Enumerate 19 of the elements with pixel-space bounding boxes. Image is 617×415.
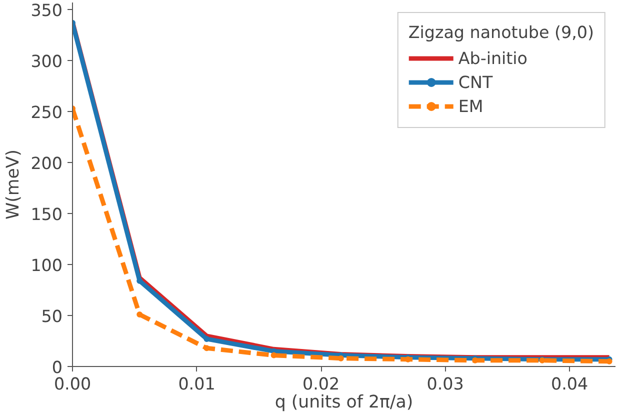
x-tick-label: 0.03 — [426, 374, 464, 394]
y-tick-label: 50 — [41, 307, 63, 326]
y-tick-label: 100 — [30, 256, 63, 276]
x-tick-label: 0.04 — [550, 374, 588, 394]
legend-title: Zigzag nanotube (9,0) — [408, 23, 594, 42]
y-tick-label: 250 — [30, 103, 63, 122]
y-tick-label: 150 — [30, 205, 63, 224]
y-tick-label: 300 — [30, 52, 63, 72]
x-tick-label: 0.01 — [178, 374, 216, 394]
y-tick-label: 350 — [30, 1, 63, 20]
y-axis-title: W(meV) — [4, 149, 24, 220]
x-tick-label: 0.02 — [302, 374, 340, 394]
legend-label: CNT — [458, 72, 493, 93]
y-tick-label: 200 — [30, 154, 63, 174]
y-tick-label: 0 — [52, 358, 63, 377]
x-axis-title: q (units of 2π/a) — [274, 392, 414, 412]
legend-label: Ab-initio — [458, 48, 528, 69]
legend-label: EM — [458, 96, 484, 117]
x-tick-label: 0.00 — [54, 374, 92, 394]
